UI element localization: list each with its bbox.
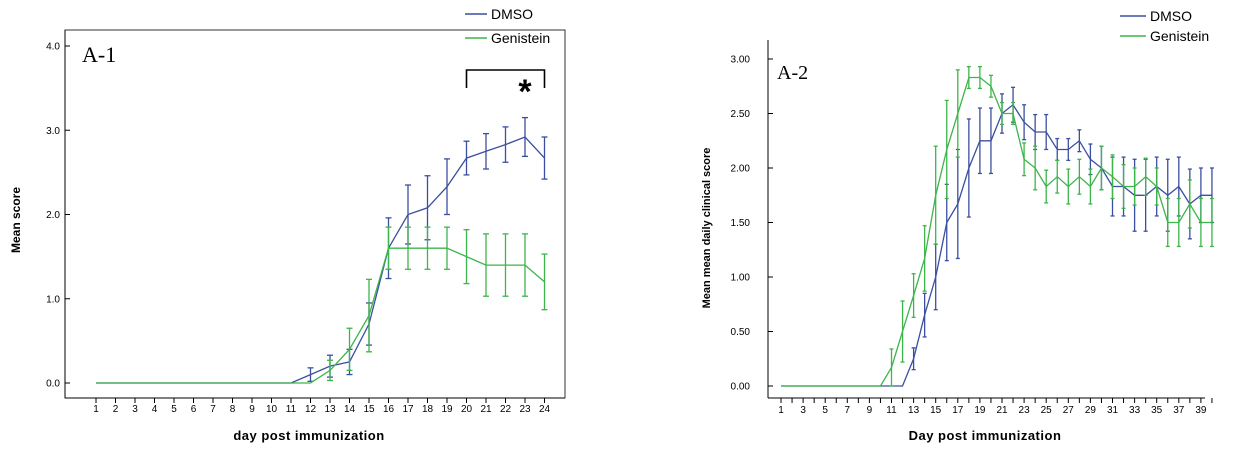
x-tick-label: 29 bbox=[1085, 405, 1097, 416]
x-tick-label: 4 bbox=[152, 404, 158, 415]
x-tick-label: 16 bbox=[383, 404, 395, 415]
x-tick-label: 33 bbox=[1129, 405, 1141, 416]
x-tick-label: 27 bbox=[1063, 405, 1075, 416]
dmso-series-line bbox=[781, 103, 1212, 387]
x-tick-label: 39 bbox=[1195, 405, 1207, 416]
x-tick-label: 37 bbox=[1173, 405, 1185, 416]
genistein-series-line bbox=[781, 76, 1212, 387]
y-tick-label: 0.00 bbox=[731, 382, 751, 393]
y-tick-label: 2.00 bbox=[731, 164, 751, 175]
y-tick-label: 2.50 bbox=[731, 109, 751, 120]
panel-label: A-1 bbox=[82, 42, 116, 67]
x-tick-label: 13 bbox=[324, 404, 336, 415]
x-tick-label: 21 bbox=[996, 405, 1008, 416]
x-tick-label: 15 bbox=[363, 404, 375, 415]
x-tick-label: 11 bbox=[886, 405, 897, 416]
x-tick-label: 9 bbox=[249, 404, 255, 415]
significance-bracket bbox=[465, 69, 546, 88]
x-tick-label: 1 bbox=[778, 405, 784, 416]
x-tick-label: 15 bbox=[930, 405, 942, 416]
x-axis-label: day post immunization bbox=[233, 428, 384, 443]
x-tick-label: 1 bbox=[93, 404, 99, 415]
x-tick-label: 35 bbox=[1151, 405, 1163, 416]
x-tick-label: 23 bbox=[519, 404, 531, 415]
x-tick-label: 17 bbox=[402, 404, 414, 415]
x-tick-label: 5 bbox=[171, 404, 177, 415]
y-axis-label: Mean score bbox=[9, 187, 23, 253]
legend-label-dmso: DMSO bbox=[1150, 8, 1192, 24]
y-tick-label: 1.50 bbox=[731, 218, 751, 229]
x-tick-label: 7 bbox=[210, 404, 216, 415]
x-tick-label: 19 bbox=[441, 404, 453, 415]
y-tick-label: 0.0 bbox=[46, 379, 60, 390]
x-tick-label: 20 bbox=[461, 404, 473, 415]
panel-a1: A-1 Mean score day post immunization 0.0… bbox=[9, 6, 566, 443]
panel-a2: A-2 Mean mean daily clinical score Day p… bbox=[701, 8, 1214, 443]
y-tick-label: 3.00 bbox=[731, 55, 751, 66]
legend-label-genistein: Genistein bbox=[1150, 28, 1209, 44]
genistein-series-line bbox=[96, 247, 545, 384]
y-axis-label: Mean mean daily clinical score bbox=[701, 148, 713, 309]
x-tick-label: 3 bbox=[800, 405, 806, 416]
x-tick-label: 14 bbox=[344, 404, 356, 415]
x-tick-label: 18 bbox=[422, 404, 434, 415]
x-tick-label: 7 bbox=[845, 405, 851, 416]
y-tick-label: 1.00 bbox=[731, 273, 751, 284]
significance-asterisk: * bbox=[518, 73, 532, 111]
x-tick-label: 2 bbox=[113, 404, 119, 415]
x-tick-label: 21 bbox=[480, 404, 492, 415]
x-tick-label: 13 bbox=[908, 405, 920, 416]
x-tick-label: 31 bbox=[1107, 405, 1119, 416]
x-tick-label: 22 bbox=[500, 404, 512, 415]
plot-frame bbox=[64, 29, 566, 399]
y-tick-label: 0.50 bbox=[731, 327, 751, 338]
dmso-series-line bbox=[96, 136, 545, 384]
x-tick-label: 5 bbox=[822, 405, 828, 416]
x-tick-label: 11 bbox=[286, 404, 297, 415]
x-tick-label: 25 bbox=[1041, 405, 1053, 416]
x-tick-label: 19 bbox=[974, 405, 986, 416]
x-tick-label: 3 bbox=[132, 404, 138, 415]
x-tick-label: 8 bbox=[230, 404, 236, 415]
x-tick-label: 12 bbox=[305, 404, 317, 415]
legend-label-dmso: DMSO bbox=[491, 6, 533, 22]
x-tick-label: 9 bbox=[867, 405, 873, 416]
x-tick-label: 23 bbox=[1019, 405, 1031, 416]
x-axis-label: Day post immunization bbox=[909, 428, 1062, 443]
x-tick-label: 10 bbox=[266, 404, 278, 415]
legend-label-genistein: Genistein bbox=[491, 30, 550, 46]
panel-label: A-2 bbox=[777, 62, 808, 84]
y-tick-label: 3.0 bbox=[46, 126, 60, 137]
x-tick-label: 17 bbox=[952, 405, 964, 416]
x-tick-label: 24 bbox=[539, 404, 551, 415]
y-tick-label: 4.0 bbox=[46, 42, 60, 53]
x-tick-label: 6 bbox=[191, 404, 197, 415]
y-tick-label: 2.0 bbox=[46, 210, 60, 221]
y-tick-label: 1.0 bbox=[46, 294, 60, 305]
